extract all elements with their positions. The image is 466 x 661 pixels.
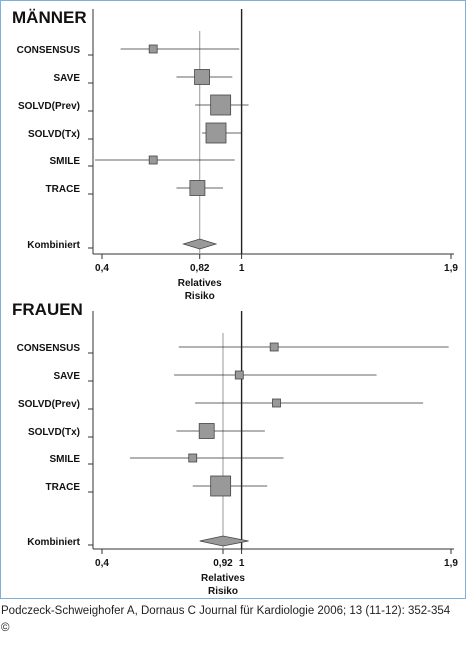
chart-title: MÄNNER <box>12 8 87 27</box>
study-estimate-square <box>148 44 158 54</box>
citation-text: Podczeck-Schweighofer A, Dornaus C Journ… <box>1 605 451 634</box>
study-label: SMILE <box>49 156 80 167</box>
chart-title: FRAUEN <box>12 300 83 319</box>
x-tick-label: 1,9 <box>444 263 458 274</box>
study-label: SOLVD(Prev) <box>18 399 80 410</box>
study-label: SOLVD(Prev) <box>18 101 80 112</box>
study-label: SOLVD(Tx) <box>28 129 80 140</box>
study-label: SOLVD(Tx) <box>28 427 80 438</box>
study-label: CONSENSUS <box>17 343 81 354</box>
x-tick-label: 0,92 <box>213 558 233 569</box>
study-estimate-square <box>148 155 158 165</box>
study-estimate-square <box>194 69 210 85</box>
study-estimate-square <box>205 122 227 144</box>
x-axis-label: Relatives <box>178 278 222 289</box>
study-estimate-square <box>272 398 281 408</box>
study-label: SMILE <box>49 454 80 465</box>
x-tick-label: 1,9 <box>444 558 458 569</box>
x-axis-label: Relatives <box>201 573 245 584</box>
x-tick-label: 1 <box>239 263 245 274</box>
pooled-estimate-diamond <box>199 535 249 547</box>
study-label: SAVE <box>54 73 81 84</box>
study-label: TRACE <box>46 482 81 493</box>
pooled-label: Kombiniert <box>27 537 80 548</box>
x-axis-label: Risiko <box>185 291 215 302</box>
study-label: SAVE <box>54 371 81 382</box>
study-estimate-square <box>210 94 232 116</box>
figure-panel: MÄNNER 0,4 0,82 1 1,9 Relatives Risiko CONSENSU… <box>0 0 466 599</box>
x-axis-label: Risiko <box>208 586 238 597</box>
x-tick-label: 0,82 <box>190 263 210 274</box>
study-label: TRACE <box>46 184 81 195</box>
x-tick-label: 0,4 <box>95 558 109 569</box>
study-estimate-square <box>234 370 244 380</box>
study-estimate-square <box>198 423 215 439</box>
forest-plot-figure: MÄNNER 0,4 0,82 1 1,9 Relatives Risiko CONSENSU… <box>12 8 458 597</box>
study-estimate-square <box>210 475 232 497</box>
study-estimate-square <box>188 453 198 463</box>
x-tick-label: 0,4 <box>95 263 109 274</box>
pooled-estimate-diamond <box>182 238 218 250</box>
study-label: CONSENSUS <box>17 45 81 56</box>
study-estimate-square <box>269 342 279 352</box>
pooled-label: Kombiniert <box>27 240 80 251</box>
study-estimate-square <box>189 180 206 196</box>
x-tick-label: 1 <box>239 558 245 569</box>
